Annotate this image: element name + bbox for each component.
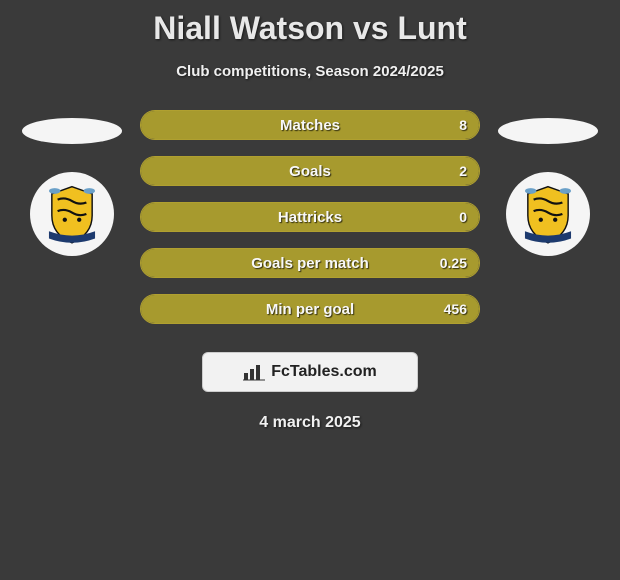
stat-bar: Hattricks 0: [140, 202, 480, 232]
page-title: Niall Watson vs Lunt: [0, 0, 620, 47]
stat-value-right: 456: [444, 301, 467, 317]
stat-label: Hattricks: [278, 209, 342, 226]
southport-crest-icon: [512, 178, 584, 250]
stat-value-right: 2: [459, 163, 467, 179]
right-club-crest: [506, 172, 590, 256]
stat-value-right: 8: [459, 117, 467, 133]
stat-label: Goals: [289, 163, 331, 180]
comparison-panel: Matches 8 Goals 2 Hattricks 0 Goals per …: [0, 110, 620, 324]
stat-value-right: 0: [459, 209, 467, 225]
left-player-column: [22, 118, 122, 256]
stat-bar: Goals 2: [140, 156, 480, 186]
stat-bar: Min per goal 456: [140, 294, 480, 324]
stat-bars: Matches 8 Goals 2 Hattricks 0 Goals per …: [140, 110, 480, 324]
subtitle: Club competitions, Season 2024/2025: [0, 63, 620, 80]
right-player-avatar-placeholder: [498, 118, 598, 144]
comparison-date: 4 march 2025: [0, 414, 620, 432]
right-player-column: [498, 118, 598, 256]
stat-label: Min per goal: [266, 301, 354, 318]
stat-label: Matches: [280, 117, 340, 134]
stat-label: Goals per match: [251, 255, 369, 272]
fctables-badge[interactable]: FcTables.com: [202, 352, 418, 392]
left-club-crest: [30, 172, 114, 256]
left-player-avatar-placeholder: [22, 118, 122, 144]
fctables-label: FcTables.com: [271, 363, 377, 381]
stat-bar: Matches 8: [140, 110, 480, 140]
bar-chart-icon: [243, 363, 265, 381]
stat-value-right: 0.25: [440, 255, 467, 271]
southport-crest-icon: [36, 178, 108, 250]
stat-bar: Goals per match 0.25: [140, 248, 480, 278]
